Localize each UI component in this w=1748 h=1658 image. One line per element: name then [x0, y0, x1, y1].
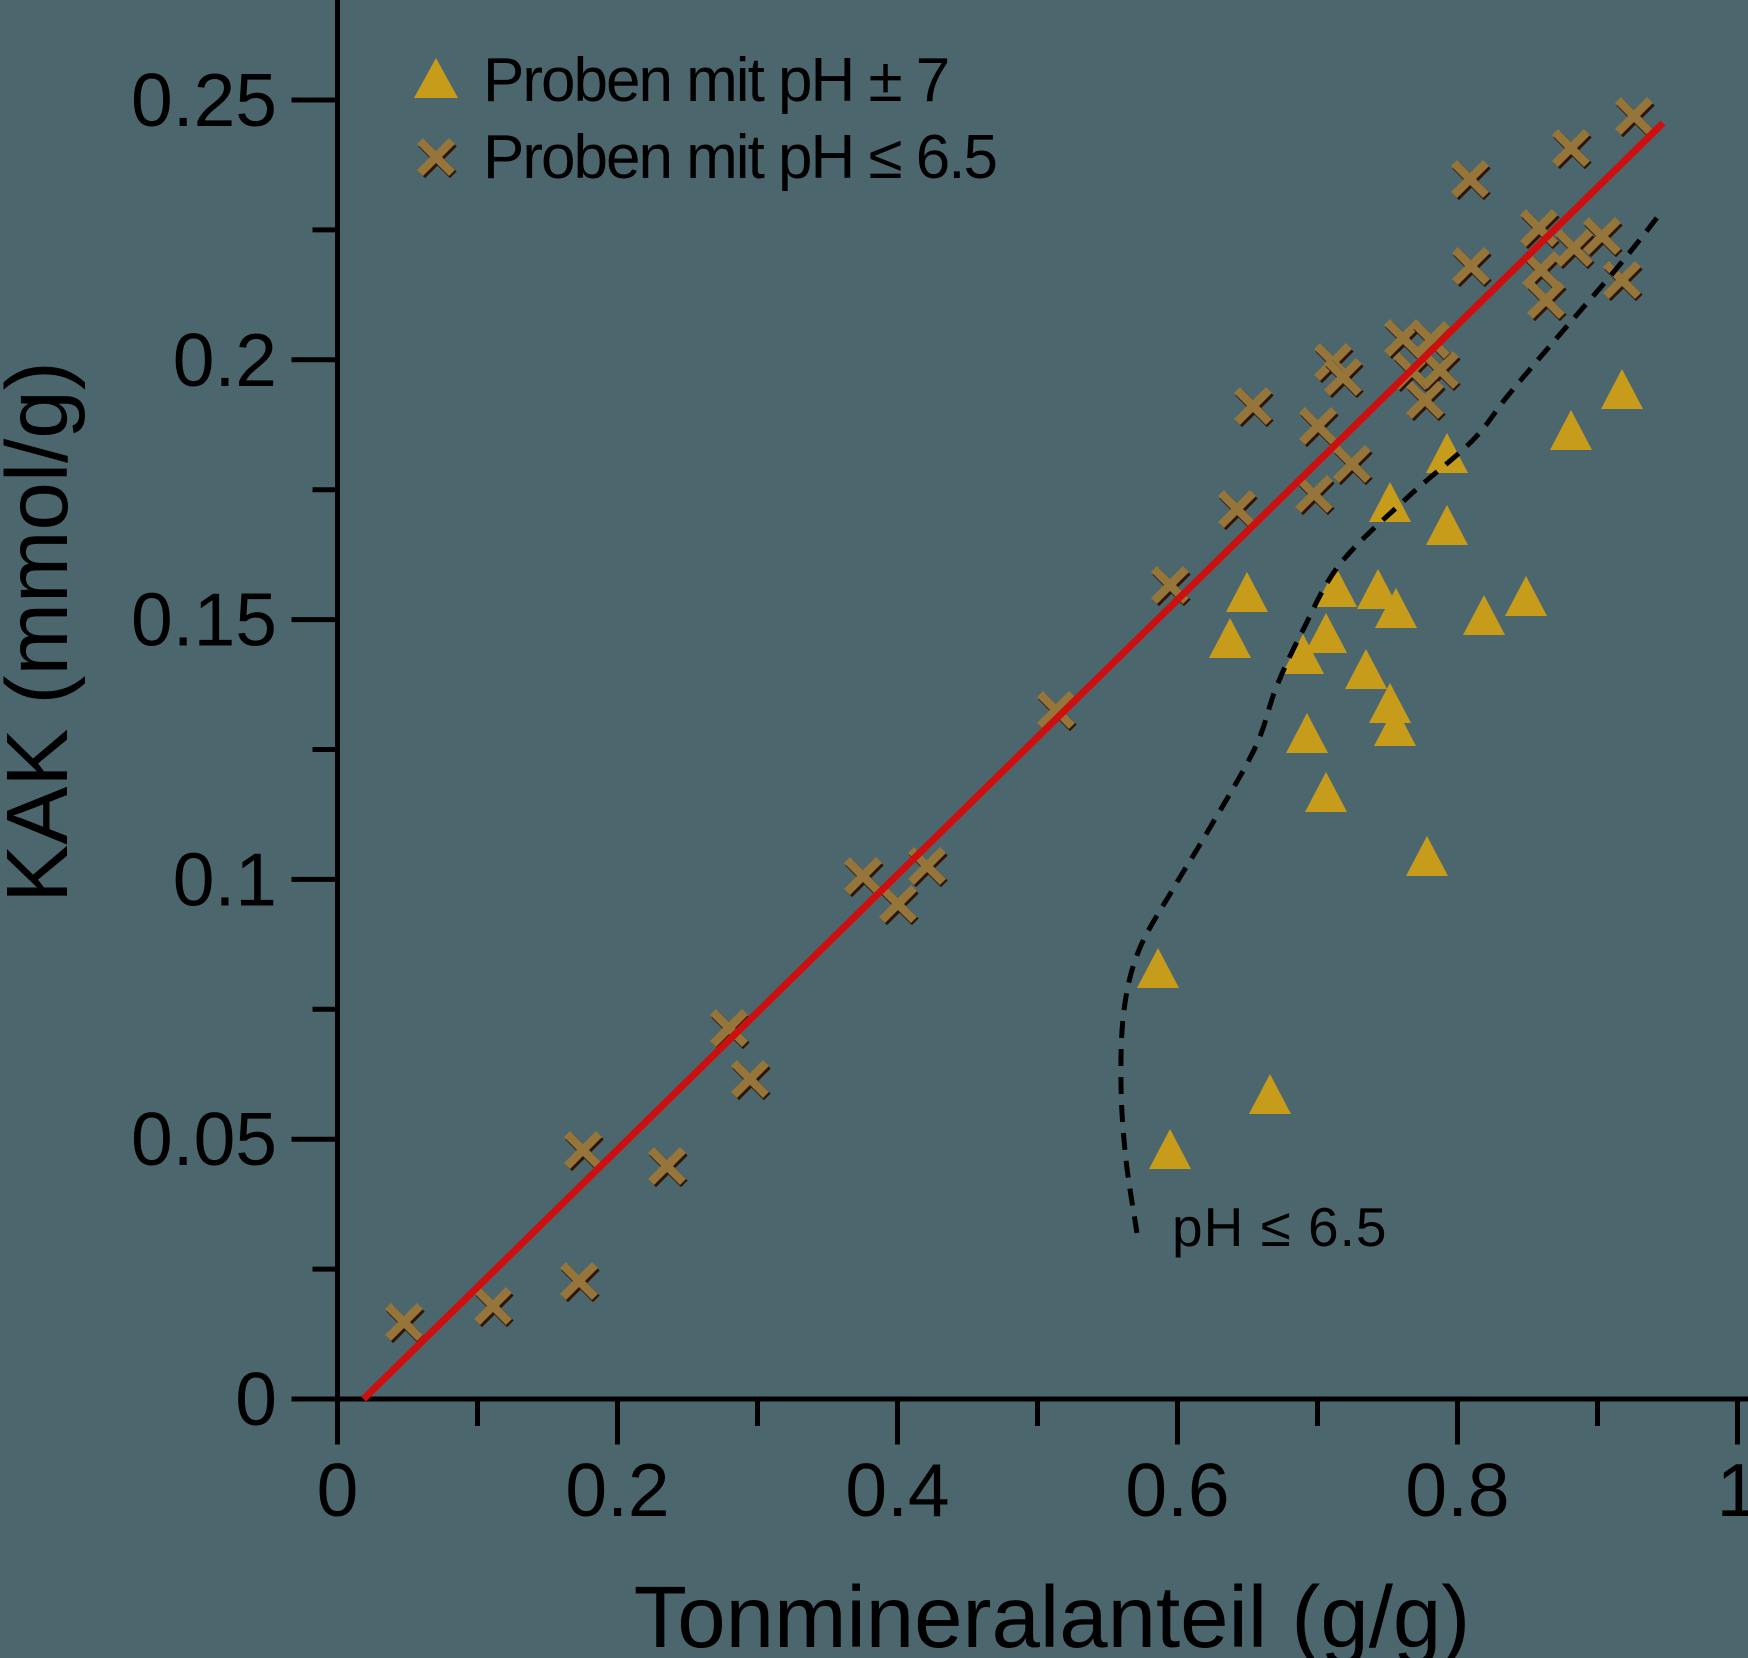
svg-text:0.4: 0.4: [845, 1448, 949, 1532]
svg-text:Proben mit pH ≤ 6.5: Proben mit pH ≤ 6.5: [483, 123, 996, 192]
svg-text:0.1: 0.1: [173, 837, 277, 921]
svg-text:KAK (mmol/g): KAK (mmol/g): [0, 361, 86, 902]
svg-text:0.15: 0.15: [131, 578, 277, 662]
svg-text:0.8: 0.8: [1405, 1448, 1509, 1532]
svg-text:0.2: 0.2: [173, 318, 277, 402]
svg-text:0.25: 0.25: [131, 58, 277, 142]
svg-text:0.2: 0.2: [565, 1448, 669, 1532]
svg-text:0: 0: [317, 1448, 359, 1532]
svg-text:1: 1: [1717, 1448, 1748, 1532]
svg-text:0: 0: [235, 1357, 277, 1441]
svg-text:Tonmineralanteil (g/g): Tonmineralanteil (g/g): [634, 1569, 1471, 1658]
svg-text:pH ≤ 6.5: pH ≤ 6.5: [1172, 1196, 1388, 1258]
svg-text:0.05: 0.05: [131, 1097, 277, 1181]
svg-text:Proben mit pH ± 7: Proben mit pH ± 7: [483, 46, 948, 115]
svg-text:0.6: 0.6: [1125, 1448, 1229, 1532]
